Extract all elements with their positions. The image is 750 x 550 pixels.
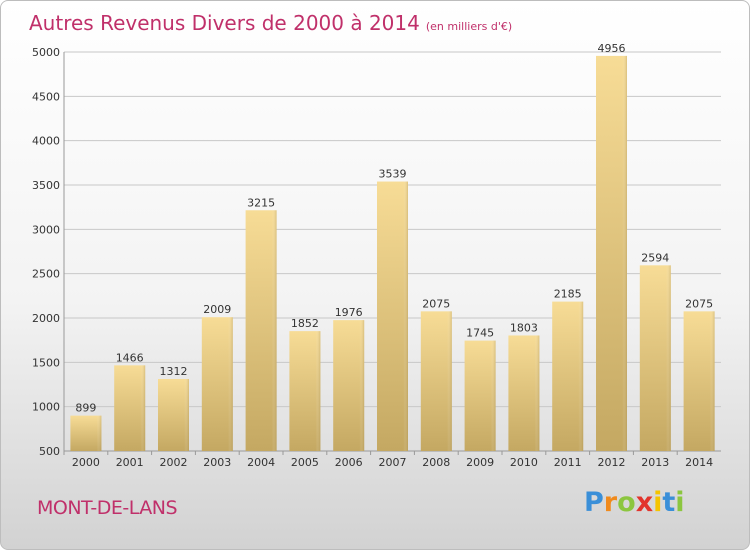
bar-shading	[377, 181, 408, 452]
x-tick-label: 2008	[422, 456, 450, 469]
bar-shading	[639, 265, 671, 451]
data-label: 2075	[422, 297, 450, 310]
x-tick-label: 2003	[203, 456, 231, 469]
logo-letter: i	[675, 487, 685, 518]
logo-letter: i	[653, 487, 663, 518]
bar-shading	[289, 331, 321, 451]
bar-shading	[158, 379, 189, 451]
x-tick-label: 2007	[379, 456, 407, 469]
value-labels: 899 1466 1312 2009 3215 1852 1976 3539 2075 1745 1…	[75, 42, 713, 415]
x-tick-label: 2004	[247, 456, 275, 469]
data-label: 2009	[203, 303, 231, 316]
logo-letter: P	[584, 487, 604, 518]
y-tick-label: 4000	[32, 135, 60, 148]
data-label: 1745	[466, 327, 494, 340]
data-label: 2185	[554, 288, 582, 301]
x-tick-label: 2014	[685, 456, 713, 469]
data-label: 1466	[116, 351, 144, 364]
x-tick-label: 2006	[335, 456, 363, 469]
data-label: 3539	[379, 168, 407, 181]
data-label: 899	[75, 402, 96, 415]
y-tick-label: 2000	[32, 312, 60, 325]
logo-letter: t	[662, 487, 676, 518]
data-label: 1312	[160, 365, 188, 378]
bars	[70, 55, 715, 452]
x-tick-label: 2001	[116, 456, 144, 469]
bar-shading	[683, 311, 715, 451]
logo-letter: r	[603, 487, 618, 518]
bar-shading	[508, 335, 540, 451]
x-tick-label: 2000	[72, 456, 100, 469]
bar-shading	[596, 55, 627, 451]
y-tick-label: 1000	[32, 401, 60, 414]
x-tick-label: 2002	[160, 456, 188, 469]
data-label: 2594	[641, 251, 669, 264]
bar-shading	[201, 317, 233, 451]
data-label: 3215	[247, 196, 275, 209]
y-tick-label: 3000	[32, 223, 60, 236]
y-tick-label: 1500	[32, 356, 60, 369]
bar-shading	[70, 415, 102, 451]
chart-title: Autres Revenus Divers de 2000 à 2014 (en …	[29, 11, 512, 35]
data-label: 1803	[510, 321, 538, 334]
bar-shading	[464, 340, 496, 451]
x-tick-label: 2005	[291, 456, 319, 469]
bar-shading	[333, 320, 365, 451]
x-tick-label: 2013	[641, 456, 669, 469]
bar-shading	[420, 311, 452, 451]
logo-letter: o	[617, 487, 636, 518]
y-tick-label: 3500	[32, 179, 60, 192]
x-tick-label: 2012	[598, 456, 626, 469]
data-label: 1852	[291, 317, 319, 330]
proxiti-logo: Proxiti	[584, 487, 685, 518]
bar-shading	[114, 365, 146, 451]
logo-letter: x	[635, 487, 654, 518]
x-tick-label: 2010	[510, 456, 538, 469]
bar-shading	[245, 210, 277, 451]
x-tick-label: 2009	[466, 456, 494, 469]
y-tick-label: 4500	[32, 90, 60, 103]
x-axis: 2000 2001 2002 2003 2004 2005 2006 2007 2008 2009…	[63, 451, 713, 469]
data-label: 2075	[685, 297, 713, 310]
commune-name: MONT-DE-LANS	[37, 497, 178, 519]
chart-subtitle: (en milliers d'€)	[425, 20, 513, 33]
chart-title-text: Autres Revenus Divers de 2000 à 2014	[29, 11, 420, 35]
y-tick-label: 500	[39, 445, 60, 458]
x-tick-label: 2011	[554, 456, 582, 469]
bar-shading	[552, 301, 584, 451]
data-label: 1976	[335, 306, 363, 319]
y-tick-label: 5000	[32, 46, 60, 59]
data-label: 4956	[598, 42, 626, 55]
y-tick-label: 2500	[32, 268, 60, 281]
